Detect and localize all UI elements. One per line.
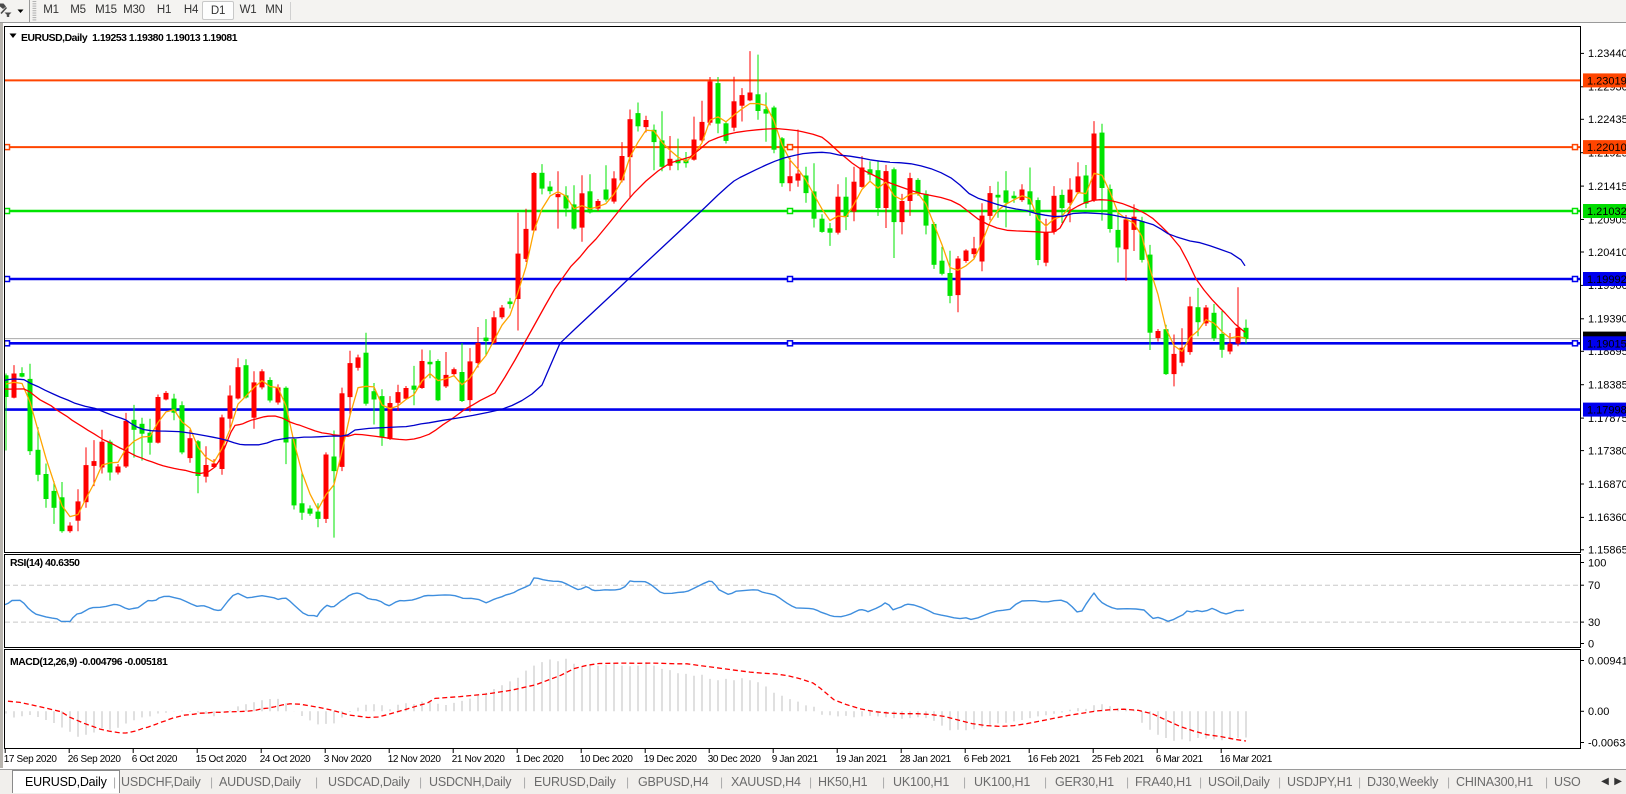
svg-text:26 Sep 2020: 26 Sep 2020 xyxy=(68,754,122,765)
svg-text:1.15865: 1.15865 xyxy=(1588,545,1626,557)
svg-text:10 Dec 2020: 10 Dec 2020 xyxy=(580,754,634,765)
svg-text:15 Oct 2020: 15 Oct 2020 xyxy=(196,754,247,765)
svg-text:6 Oct 2020: 6 Oct 2020 xyxy=(132,754,178,765)
svg-text:19 Dec 2020: 19 Dec 2020 xyxy=(644,754,698,765)
svg-text:RSI(14) 40.6350: RSI(14) 40.6350 xyxy=(10,558,80,569)
svg-text:MACD(12,26,9) -0.004796 -0.005: MACD(12,26,9) -0.004796 -0.005181 xyxy=(10,657,168,668)
svg-text:3 Nov 2020: 3 Nov 2020 xyxy=(324,754,372,765)
svg-text:1.21415: 1.21415 xyxy=(1588,181,1626,193)
svg-text:1 Dec 2020: 1 Dec 2020 xyxy=(516,754,564,765)
svg-text:1.19015: 1.19015 xyxy=(1587,338,1626,350)
svg-text:1.19992: 1.19992 xyxy=(1587,274,1626,286)
svg-text:100: 100 xyxy=(1588,557,1606,569)
svg-text:70: 70 xyxy=(1588,580,1600,592)
svg-text:30: 30 xyxy=(1588,617,1600,629)
svg-text:1.23019: 1.23019 xyxy=(1587,75,1626,87)
svg-text:0: 0 xyxy=(1588,638,1594,650)
svg-text:1.17998: 1.17998 xyxy=(1587,405,1626,417)
svg-text:1.16360: 1.16360 xyxy=(1588,512,1626,524)
svg-text:1.21032: 1.21032 xyxy=(1587,206,1626,218)
svg-text:21 Nov 2020: 21 Nov 2020 xyxy=(452,754,506,765)
svg-text:1.23440: 1.23440 xyxy=(1588,48,1626,60)
svg-text:16 Feb 2021: 16 Feb 2021 xyxy=(1028,754,1081,765)
svg-text:16 Mar 2021: 16 Mar 2021 xyxy=(1220,754,1273,765)
svg-text:1.22010: 1.22010 xyxy=(1587,142,1626,154)
svg-text:28 Jan 2021: 28 Jan 2021 xyxy=(900,754,952,765)
svg-text:25 Feb 2021: 25 Feb 2021 xyxy=(1092,754,1145,765)
svg-text:1.17380: 1.17380 xyxy=(1588,445,1626,457)
svg-text:19 Jan 2021: 19 Jan 2021 xyxy=(836,754,888,765)
svg-text:30 Dec 2020: 30 Dec 2020 xyxy=(708,754,762,765)
svg-text:1.22435: 1.22435 xyxy=(1588,114,1626,126)
svg-text:17 Sep 2020: 17 Sep 2020 xyxy=(4,754,58,765)
svg-text:-0.006386: -0.006386 xyxy=(1588,737,1626,749)
svg-text:1.16870: 1.16870 xyxy=(1588,479,1626,491)
svg-text:6 Mar 2021: 6 Mar 2021 xyxy=(1156,754,1204,765)
svg-text:1.19390: 1.19390 xyxy=(1588,314,1626,326)
svg-text:1.18385: 1.18385 xyxy=(1588,380,1626,392)
svg-text:0.009412: 0.009412 xyxy=(1588,655,1626,667)
svg-text:6 Feb 2021: 6 Feb 2021 xyxy=(964,754,1012,765)
svg-text:0.00: 0.00 xyxy=(1588,706,1609,718)
svg-text:EURUSD,Daily 1.19253 1.19380: EURUSD,Daily 1.19253 1.19380 1.19013 1.1… xyxy=(21,33,238,44)
svg-text:1.20410: 1.20410 xyxy=(1588,247,1626,259)
svg-text:24 Oct 2020: 24 Oct 2020 xyxy=(260,754,311,765)
svg-text:9 Jan 2021: 9 Jan 2021 xyxy=(772,754,819,765)
svg-text:12 Nov 2020: 12 Nov 2020 xyxy=(388,754,442,765)
